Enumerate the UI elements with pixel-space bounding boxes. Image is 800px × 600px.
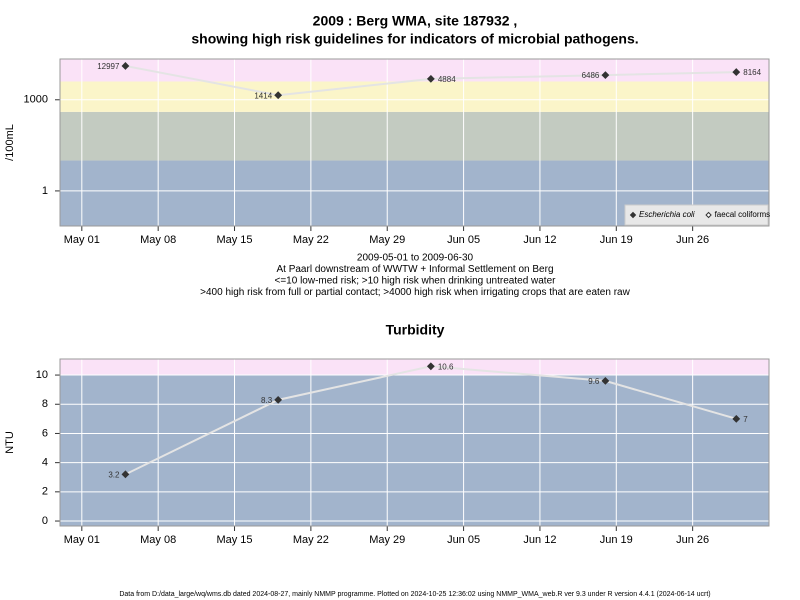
y-axis-label: NTU: [4, 431, 16, 454]
x-tick-label: Jun 26: [676, 534, 709, 546]
x-tick-label: May 22: [293, 234, 329, 246]
value-label: 4884: [438, 75, 456, 84]
x-tick-label: Jun 05: [447, 534, 480, 546]
data-point: [601, 71, 610, 80]
y-tick-label: 4: [42, 457, 48, 469]
value-label: 3.2: [108, 470, 120, 479]
legend-marker: [629, 211, 637, 219]
data-point: [601, 376, 610, 385]
data-point: [274, 395, 283, 404]
chart-title: Turbidity: [386, 322, 445, 338]
value-label: 8164: [743, 68, 761, 77]
plot-frame: [59, 358, 770, 527]
x-tick-label: Jun 12: [523, 534, 556, 546]
risk-band: [60, 81, 769, 112]
value-label: 12997: [97, 62, 120, 71]
data-point: [121, 62, 130, 70]
x-tick-label: Jun 05: [447, 234, 480, 246]
legend-box: [624, 204, 769, 226]
y-tick-label: 1: [42, 185, 48, 197]
x-tick-label: Jun 19: [600, 534, 633, 546]
risk-band: [60, 375, 769, 526]
x-tick-label: Jun 12: [523, 234, 556, 246]
x-tick-label: May 01: [64, 234, 100, 246]
x-tick-label: Jun 19: [600, 234, 633, 246]
value-label: 8.3: [261, 396, 273, 405]
value-label: 7: [743, 415, 748, 424]
chart-title: showing high risk guidelines for indicat…: [191, 31, 638, 47]
y-tick-label: 6: [42, 427, 48, 439]
x-tick-label: May 01: [64, 534, 100, 546]
legend-marker: [705, 211, 712, 219]
y-tick-label: 10: [36, 369, 48, 381]
risk-band: [60, 359, 769, 376]
y-tick-label: 8: [42, 398, 48, 410]
x-tick-label: May 15: [216, 234, 252, 246]
risk-band: [60, 111, 769, 161]
legend-label: faecal coliforms: [715, 210, 771, 219]
x-tick-label: May 08: [140, 534, 176, 546]
note: 2009-05-01 to 2009-06-30: [357, 253, 474, 264]
x-tick-label: May 08: [140, 234, 176, 246]
risk-band: [60, 59, 769, 82]
y-axis-label: /100mL: [4, 124, 16, 161]
footer: Data from D:/data_large/wq/wms.db dated …: [119, 591, 710, 598]
value-label: 9.6: [588, 377, 600, 386]
y-tick-label: 1000: [24, 94, 48, 106]
data-point: [121, 470, 130, 479]
x-tick-label: Jun 26: [676, 234, 709, 246]
data-point: [426, 362, 435, 371]
x-tick-label: May 29: [369, 534, 405, 546]
y-tick-label: 0: [42, 515, 48, 527]
value-label: 6486: [582, 71, 600, 80]
value-label: 10.6: [438, 362, 454, 371]
y-tick-label: 2: [42, 486, 48, 498]
legend: Escherichia coli faecal coliforms: [624, 204, 771, 226]
data-point: [732, 68, 741, 76]
note: >400 high risk from full or partial cont…: [200, 287, 630, 298]
note: At Paarl downstream of WWTW + Informal S…: [276, 264, 553, 275]
data-point: [732, 414, 741, 423]
plot-frame: [59, 58, 770, 227]
data-point: [274, 91, 283, 100]
note: <=10 low-med risk; >10 high risk when dr…: [275, 276, 557, 287]
x-tick-label: May 22: [293, 534, 329, 546]
legend-label: Escherichia coli: [639, 210, 695, 219]
value-label: 1414: [254, 91, 272, 100]
x-tick-label: May 29: [369, 234, 405, 246]
data-point: [426, 74, 435, 83]
chart-title: 2009 : Berg WMA, site 187932 ,: [313, 13, 518, 29]
x-tick-label: May 15: [216, 534, 252, 546]
